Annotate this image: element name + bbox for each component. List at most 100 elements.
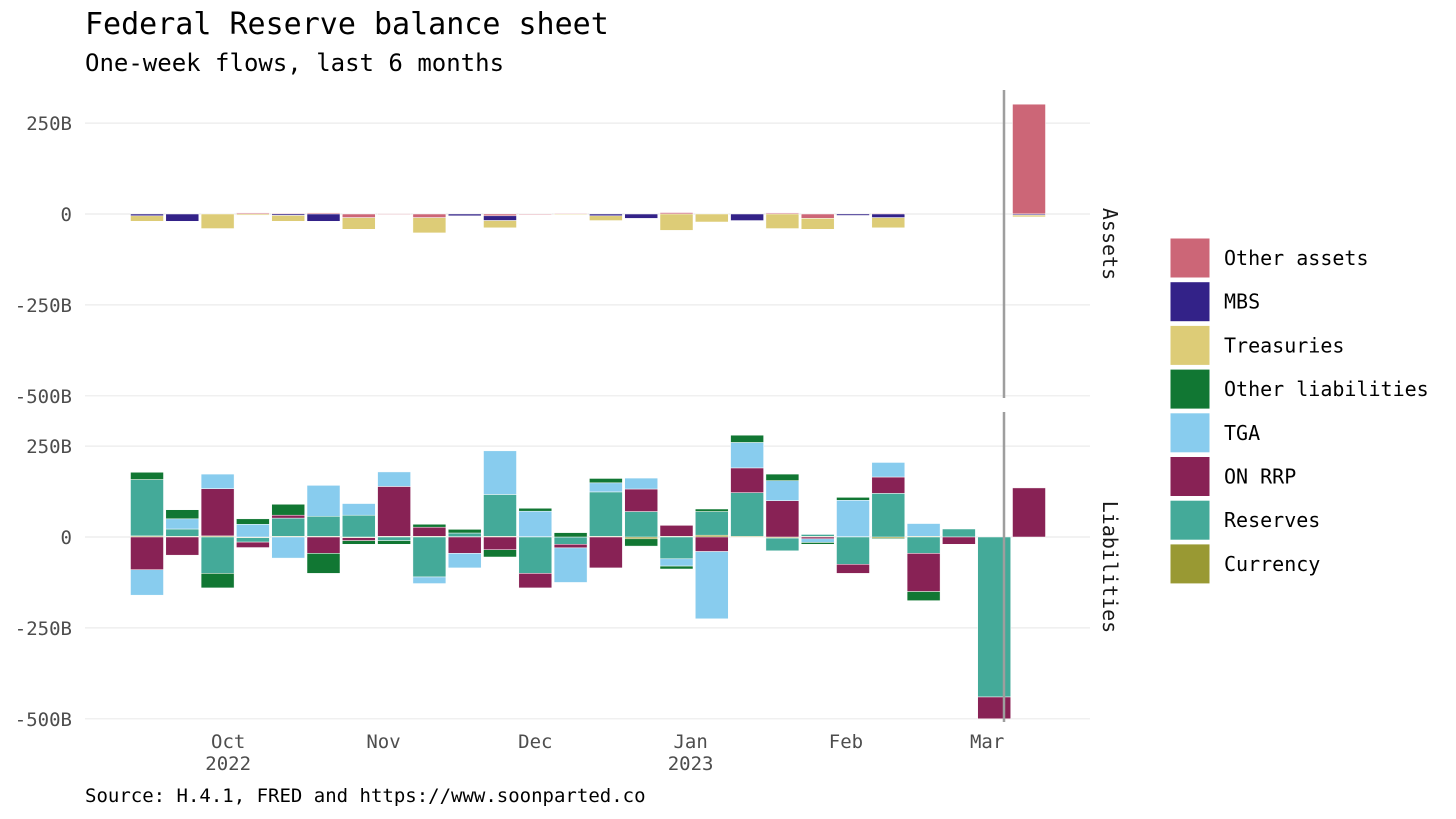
bar-reserves bbox=[165, 528, 200, 537]
bar-other-liabilities bbox=[447, 529, 482, 534]
bar-mbs bbox=[483, 215, 517, 221]
bar-on-rrp bbox=[589, 536, 623, 569]
y-tick-label: 250B bbox=[26, 113, 72, 135]
bar-tga bbox=[271, 536, 305, 559]
bar-reserves bbox=[942, 528, 976, 538]
x-tick-year-label: 2022 bbox=[205, 753, 251, 775]
bar-other-liabilities bbox=[412, 524, 447, 528]
bar-other-liabilities bbox=[730, 434, 764, 443]
bar-reserves bbox=[483, 494, 517, 537]
bar-on-rrp bbox=[236, 541, 270, 548]
facet-label: Liabilities bbox=[1098, 501, 1122, 633]
legend-label: Currency bbox=[1224, 552, 1320, 576]
panels: 250B 0 -250B -500B Assets 250B 0 -250B -500B Liab… bbox=[15, 90, 1122, 731]
bar-on-rrp bbox=[765, 500, 800, 538]
x-tick-label: Jan bbox=[673, 731, 707, 753]
bar-other-assets bbox=[412, 213, 447, 218]
legend-label: Other liabilities bbox=[1224, 377, 1429, 401]
bar-reserves bbox=[306, 516, 341, 537]
bar-other-liabilities bbox=[165, 509, 200, 520]
bar-treasuries bbox=[695, 213, 729, 223]
bar-tga bbox=[165, 518, 200, 530]
legend-key bbox=[1169, 543, 1211, 585]
bar-mbs bbox=[306, 213, 341, 222]
bar-tga bbox=[589, 482, 623, 493]
y-tick-label: -250B bbox=[15, 295, 72, 317]
bar-treasuries bbox=[483, 220, 517, 229]
bar-reserves bbox=[836, 536, 870, 565]
bar-other-assets bbox=[377, 213, 411, 215]
panel-liabilities: 250B 0 -250B -500B Liabilities bbox=[15, 412, 1122, 731]
bar-treasuries bbox=[765, 213, 800, 229]
bar-mbs bbox=[447, 213, 482, 217]
bar-other-liabilities bbox=[130, 472, 164, 480]
bar-other-liabilities bbox=[765, 473, 800, 481]
bar-other-liabilities bbox=[553, 532, 588, 538]
bar-reserves bbox=[236, 537, 270, 543]
bar-reserves bbox=[130, 479, 164, 537]
y-tick-label: -500B bbox=[15, 386, 72, 408]
x-tick-year-label: 2023 bbox=[668, 753, 714, 775]
bar-other-liabilities bbox=[518, 508, 553, 512]
bar-on-rrp bbox=[730, 467, 764, 493]
bar-on-rrp bbox=[483, 536, 517, 550]
bar-tga bbox=[200, 473, 235, 489]
bar-other-liabilities bbox=[906, 591, 941, 601]
bar-tga bbox=[483, 450, 517, 495]
bar-treasuries bbox=[659, 213, 694, 231]
bar-other-liabilities bbox=[624, 538, 658, 547]
bar-on-rrp bbox=[871, 476, 906, 494]
legend-key bbox=[1169, 281, 1211, 323]
bar-reserves bbox=[589, 491, 623, 537]
bar-on-rrp bbox=[942, 536, 976, 545]
bar-on-rrp bbox=[130, 536, 164, 570]
bar-other-assets bbox=[1012, 103, 1046, 215]
bar-tga bbox=[695, 551, 729, 620]
bar-reserves bbox=[800, 534, 835, 537]
bar-on-rrp bbox=[412, 526, 447, 537]
bar-on-rrp bbox=[977, 696, 1011, 720]
bar-reserves bbox=[765, 537, 800, 552]
bar-treasuries bbox=[130, 215, 164, 222]
chart-caption: Source: H.4.1, FRED and https://www.soon… bbox=[85, 785, 646, 807]
bar-other-liabilities bbox=[271, 504, 305, 516]
bar-reserves bbox=[695, 511, 729, 536]
bar-tga bbox=[765, 480, 800, 501]
bar-tga bbox=[342, 503, 376, 516]
bar-on-rrp bbox=[271, 514, 305, 519]
bar-tga bbox=[836, 500, 870, 537]
y-tick-label: 0 bbox=[61, 204, 72, 226]
bar-on-rrp bbox=[553, 544, 588, 549]
bar-on-rrp bbox=[1012, 487, 1046, 538]
bar-reserves bbox=[730, 492, 764, 537]
legend-key bbox=[1169, 412, 1211, 454]
bar-mbs bbox=[730, 213, 764, 221]
bar-other-assets bbox=[342, 213, 376, 218]
bar-treasuries bbox=[800, 218, 835, 230]
x-tick-label: Nov bbox=[366, 731, 400, 753]
bar-reserves bbox=[624, 511, 658, 538]
bar-other-liabilities bbox=[483, 549, 517, 558]
bar-on-rrp bbox=[165, 536, 200, 556]
legend-label: ON RRP bbox=[1224, 465, 1296, 489]
chart-subtitle: One-week flows, last 6 months bbox=[85, 49, 504, 77]
legend-label: TGA bbox=[1224, 421, 1260, 445]
bar-on-rrp bbox=[624, 488, 658, 512]
bar-on-rrp bbox=[518, 573, 553, 589]
bar-reserves bbox=[518, 536, 553, 574]
bar-other-liabilities bbox=[306, 553, 341, 574]
facet-label: Assets bbox=[1098, 208, 1122, 280]
bar-on-rrp bbox=[447, 536, 482, 554]
bar-tga bbox=[447, 553, 482, 569]
bar-treasuries bbox=[553, 213, 588, 216]
bar-treasuries bbox=[236, 213, 270, 216]
bar-treasuries bbox=[1012, 214, 1046, 218]
y-tick-label: -250B bbox=[15, 618, 72, 640]
bar-treasuries bbox=[412, 217, 447, 234]
bar-on-rrp bbox=[659, 525, 694, 537]
bar-reserves bbox=[342, 514, 376, 538]
bar-on-rrp bbox=[906, 553, 941, 592]
legend-key bbox=[1169, 324, 1211, 366]
